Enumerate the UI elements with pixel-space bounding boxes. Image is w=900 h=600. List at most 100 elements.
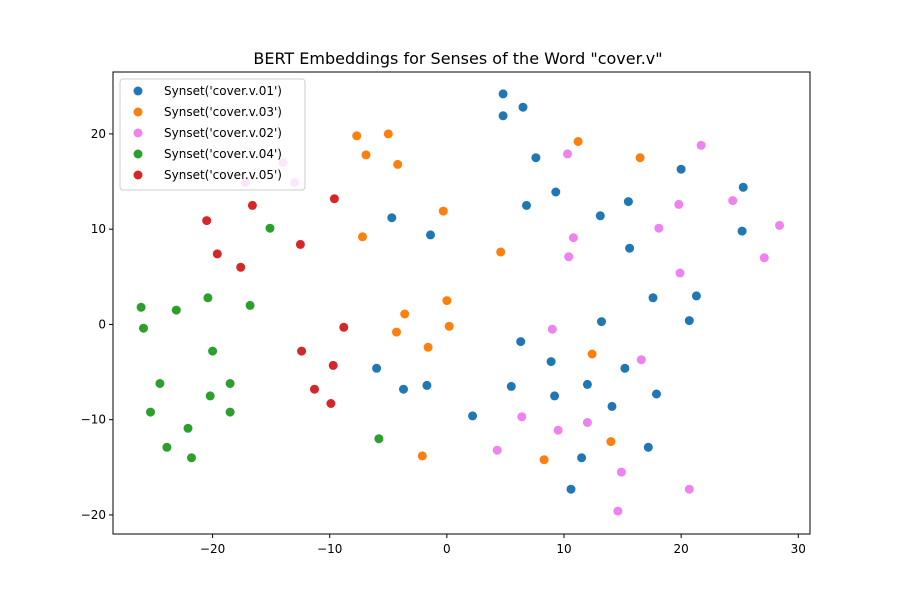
data-point — [392, 327, 401, 337]
data-point — [522, 200, 531, 210]
data-point — [438, 206, 448, 216]
data-point — [606, 437, 616, 447]
data-point — [551, 187, 561, 197]
data-point — [563, 149, 572, 159]
data-point — [400, 309, 410, 319]
data-point — [162, 442, 172, 452]
data-point — [183, 423, 193, 433]
data-point — [539, 455, 549, 465]
chart-title: BERT Embeddings for Senses of the Word "… — [253, 49, 662, 68]
data-point — [187, 453, 196, 463]
data-point — [696, 140, 706, 150]
data-point — [676, 164, 686, 174]
data-point — [597, 317, 606, 327]
y-tick-label: 20 — [91, 127, 106, 141]
data-point — [547, 324, 557, 334]
data-point — [675, 268, 685, 278]
data-point — [568, 233, 578, 243]
data-point — [553, 425, 563, 435]
data-point — [684, 316, 694, 326]
data-point — [139, 323, 148, 333]
data-point — [423, 342, 433, 352]
data-point — [564, 252, 574, 262]
y-tick-label: −20 — [81, 508, 106, 522]
plot-area-frame — [112, 71, 811, 535]
data-point — [652, 389, 661, 399]
data-point — [399, 384, 408, 394]
data-point — [295, 239, 305, 249]
data-point — [498, 89, 508, 99]
data-point — [155, 379, 165, 388]
data-point — [587, 349, 597, 359]
data-point — [582, 418, 592, 427]
data-point — [387, 213, 397, 223]
data-point — [616, 467, 626, 477]
data-point — [674, 199, 684, 209]
data-point — [620, 363, 630, 373]
data-point — [623, 197, 633, 207]
data-point — [393, 159, 403, 169]
data-point — [326, 399, 336, 408]
data-point — [595, 211, 605, 221]
data-point — [775, 220, 784, 230]
data-point — [236, 262, 246, 272]
data-point — [492, 445, 502, 455]
data-point — [442, 296, 452, 306]
data-point — [737, 226, 747, 236]
data-point — [417, 451, 427, 461]
data-point — [374, 434, 384, 444]
x-tick-label: −20 — [200, 542, 225, 556]
data-point — [728, 196, 738, 206]
data-point — [573, 137, 583, 146]
data-point — [636, 355, 646, 365]
data-point — [691, 291, 701, 301]
data-points — [136, 89, 784, 516]
data-point — [265, 223, 275, 233]
legend-marker — [133, 170, 143, 180]
data-point — [426, 230, 435, 240]
legend-label: Synset('cover.v.05') — [164, 168, 282, 182]
series-4 — [136, 223, 384, 463]
x-tick-label: 20 — [674, 542, 689, 556]
data-point — [546, 357, 556, 367]
legend: Synset('cover.v.01') Synset('cover.v.03')… — [119, 78, 306, 191]
data-point — [444, 321, 454, 331]
data-point — [531, 153, 541, 163]
data-point — [245, 300, 255, 310]
data-point — [625, 243, 635, 253]
legend-box — [119, 78, 306, 191]
series-1 — [372, 89, 748, 494]
data-point — [361, 150, 371, 160]
legend-label: Synset('cover.v.01') — [164, 84, 282, 98]
legend-marker — [133, 149, 143, 159]
data-point — [297, 346, 307, 356]
legend-marker — [133, 86, 143, 96]
legend-marker — [133, 128, 143, 138]
data-point — [550, 391, 560, 401]
data-point — [496, 247, 506, 257]
data-point — [372, 363, 382, 373]
data-point — [208, 346, 218, 356]
data-point — [654, 223, 664, 233]
x-tick-label: 30 — [791, 542, 806, 556]
x-axis: −20 −10 0 10 20 30 — [200, 534, 806, 556]
data-point — [498, 111, 508, 121]
x-tick-label: 0 — [443, 542, 451, 556]
series-5 — [202, 194, 349, 408]
data-point — [225, 407, 235, 417]
data-point — [577, 453, 587, 463]
data-point — [518, 102, 528, 112]
data-point — [352, 131, 362, 141]
data-point — [738, 182, 748, 192]
data-point — [643, 442, 653, 452]
data-point — [422, 380, 432, 390]
data-point — [225, 379, 235, 388]
data-point — [759, 253, 769, 263]
data-point — [358, 232, 367, 242]
data-point — [136, 302, 146, 312]
data-point — [310, 384, 319, 394]
data-point — [202, 216, 212, 226]
x-tick-label: −10 — [317, 542, 342, 556]
legend-label: Synset('cover.v.03') — [164, 105, 282, 119]
